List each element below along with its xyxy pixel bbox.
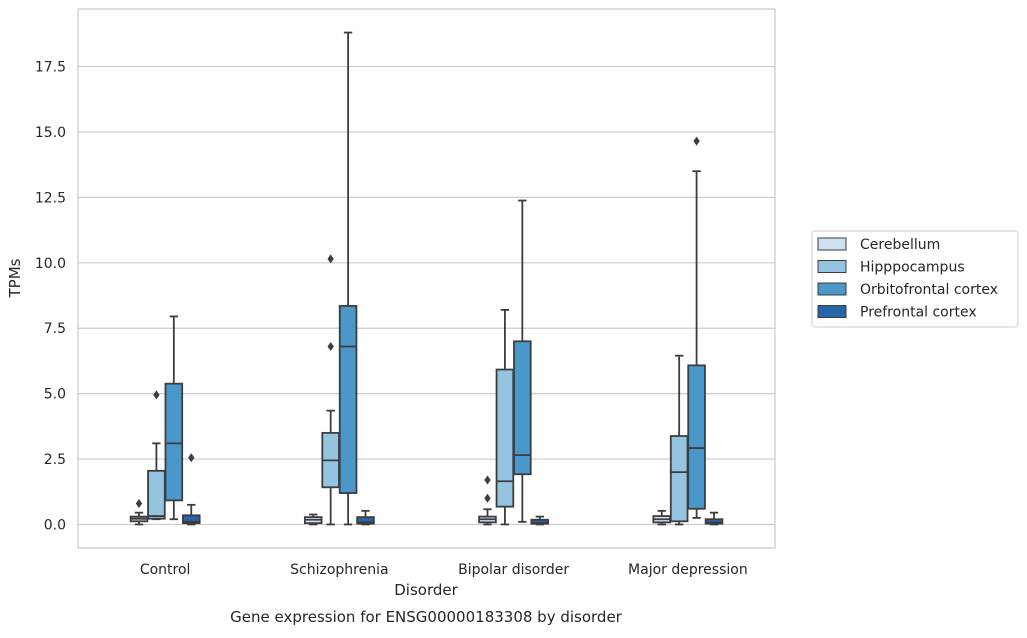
box-iqr bbox=[181, 514, 201, 525]
box-layer bbox=[129, 31, 724, 526]
y-tick-label: 5.0 bbox=[44, 387, 66, 403]
box-plot bbox=[338, 31, 358, 526]
x-tick-label: Bipolar disorder bbox=[458, 562, 569, 578]
legend-label: Prefrontal cortex bbox=[860, 305, 977, 321]
y-axis-label: TPMs bbox=[6, 258, 24, 298]
legend-frame bbox=[811, 230, 1019, 328]
box-plot bbox=[129, 499, 149, 526]
box-plot bbox=[147, 390, 166, 521]
box-plot bbox=[478, 475, 497, 526]
box-iqr bbox=[356, 516, 375, 525]
legend-label: Cerebellum bbox=[860, 237, 940, 253]
outlier-point bbox=[484, 475, 491, 485]
outlier-point bbox=[135, 499, 143, 509]
box-iqr bbox=[669, 435, 689, 523]
legend-swatch bbox=[817, 260, 847, 273]
outlier-point bbox=[693, 136, 700, 146]
box-iqr bbox=[495, 368, 515, 508]
box-plot bbox=[513, 199, 532, 523]
legend-label: Orbitofrontal cortex bbox=[860, 282, 998, 298]
box-iqr bbox=[338, 305, 358, 494]
outlier-point bbox=[484, 493, 491, 503]
y-tick-label: 2.5 bbox=[44, 452, 66, 468]
outlier-point bbox=[188, 453, 195, 463]
x-tick-label: Schizophrenia bbox=[290, 562, 388, 578]
y-tick-label: 0.0 bbox=[44, 517, 66, 533]
outlier-point bbox=[327, 254, 334, 264]
x-tick-label: Control bbox=[140, 562, 191, 578]
box-plot bbox=[321, 254, 340, 526]
box-iqr bbox=[513, 340, 532, 476]
box-plot bbox=[687, 136, 706, 519]
box-plot bbox=[530, 515, 550, 526]
box-iqr bbox=[687, 364, 706, 510]
y-tick-label: 12.5 bbox=[35, 190, 66, 206]
box-iqr bbox=[164, 382, 184, 502]
legend-swatch bbox=[817, 282, 847, 296]
box-plot bbox=[181, 453, 201, 526]
box-iqr bbox=[704, 518, 724, 525]
box-plot bbox=[495, 308, 515, 526]
x-tick-label: Major depression bbox=[628, 562, 748, 578]
box-plot bbox=[164, 315, 184, 521]
legend-swatch bbox=[817, 305, 847, 318]
box-plot bbox=[652, 509, 672, 526]
y-tick-label: 10.0 bbox=[35, 256, 66, 272]
legend-label: Hipppocampus bbox=[860, 260, 965, 276]
y-tick-label: 15.0 bbox=[35, 125, 66, 141]
box-plot bbox=[704, 511, 724, 526]
legend-swatch bbox=[817, 237, 847, 251]
plot-frame bbox=[77, 8, 776, 549]
box-plot bbox=[356, 509, 375, 526]
y-tick-label: 7.5 bbox=[44, 321, 66, 337]
legend: Cerebellum Hipppocampus Orbitofrontal cort… bbox=[811, 230, 1019, 328]
y-tick-label: 17.5 bbox=[35, 60, 66, 76]
box-iqr bbox=[147, 469, 166, 520]
outlier-point bbox=[327, 342, 334, 352]
figure-caption: Gene expression for ENSG00000183308 by d… bbox=[230, 608, 623, 626]
y-tick-labels: 0.0 2.5 5.0 7.5 10.0 12.5 15.0 17.5 bbox=[35, 60, 66, 534]
grid-layer bbox=[78, 65, 775, 526]
box-plot bbox=[669, 354, 689, 526]
box-plot bbox=[303, 513, 323, 526]
x-axis-label: Disorder bbox=[394, 581, 458, 599]
x-tick-labels: Control Schizophrenia Bipolar disorder Majo… bbox=[140, 562, 748, 578]
outlier-point bbox=[153, 390, 160, 400]
